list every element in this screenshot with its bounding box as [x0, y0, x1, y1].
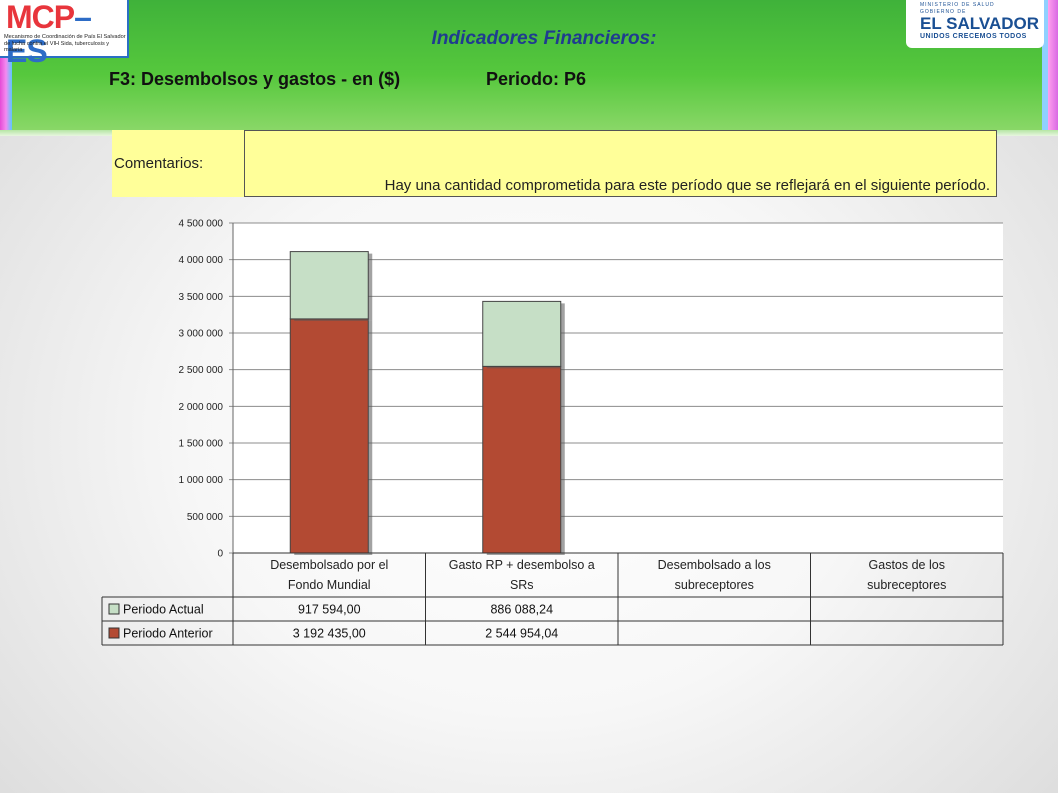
legend-label: Periodo Anterior [123, 627, 213, 641]
logo-caption-line1: Mecanismo de Coordinación de País El Sal… [4, 34, 126, 40]
logo-ministry: MINISTERIO DE SALUD [920, 2, 995, 8]
decorative-strip-right-inner [1042, 0, 1048, 136]
y-tick-label: 3 000 000 [179, 329, 224, 340]
bar-periodo-actual [482, 300, 562, 367]
table-value: 3 192 435,00 [293, 627, 366, 641]
legend-label: Periodo Actual [123, 603, 204, 617]
decorative-strip-right [1048, 0, 1058, 136]
comments-panel: Comentarios: Hay una cantidad comprometi… [112, 130, 997, 197]
category-label: SRs [510, 578, 534, 592]
y-tick-label: 1 500 000 [179, 439, 224, 450]
y-tick-label: 3 500 000 [179, 292, 224, 303]
mcp-es-logo: MCP–ES Mecanismo de Coordinación de País… [0, 0, 129, 68]
logo-brand-blue: ES [6, 33, 48, 69]
y-tick-label: 500 000 [187, 512, 224, 523]
legend-swatch-periodo-anterior [108, 627, 120, 639]
comments-label: Comentarios: [114, 155, 204, 172]
legend-swatch-periodo-actual [108, 603, 120, 615]
category-label: subreceptores [867, 578, 946, 592]
y-tick-label: 2 000 000 [179, 402, 224, 413]
category-label: Gastos de los [869, 558, 945, 572]
comments-box: Hay una cantidad comprometida para este … [244, 130, 997, 197]
page-subtitle: F3: Desembolsos y gastos - en ($) [109, 69, 401, 89]
logo-brand-red: MCP [6, 0, 75, 35]
category-label: Desembolsado por el [270, 558, 388, 572]
y-tick-label: 0 [217, 549, 223, 560]
table-value: 2 544 954,04 [485, 627, 558, 641]
logo-country: EL SALVADOR [920, 14, 1040, 33]
category-label: Desembolsado a los [658, 558, 771, 572]
period-label: Periodo: P6 [486, 69, 587, 89]
bar-periodo-anterior [482, 365, 562, 554]
y-tick-label: 2 500 000 [179, 365, 224, 376]
logo-dash: – [74, 0, 92, 35]
y-tick-label: 1 000 000 [179, 475, 224, 486]
comments-text: Hay una cantidad comprometida para este … [384, 177, 990, 194]
table-value: 917 594,00 [298, 603, 361, 617]
y-tick-label: 4 000 000 [179, 255, 224, 266]
table-value: 886 088,24 [490, 603, 553, 617]
category-label: Fondo Mundial [288, 578, 371, 592]
gobierno-el-salvador-logo: MINISTERIO DE SALUD GOBIERNO DE EL SALVA… [906, 0, 1044, 48]
y-tick-label: 4 500 000 [179, 219, 224, 230]
logo-government: GOBIERNO DE [920, 9, 967, 15]
bar-periodo-actual [289, 251, 369, 320]
category-label: subreceptores [675, 578, 754, 592]
category-label: Gasto RP + desembolso a [449, 558, 595, 572]
logo-caption-line2: de lucha contra el VIH Sida, tuberculosi… [4, 40, 110, 54]
bar-periodo-anterior [289, 318, 369, 554]
logo-slogan: UNIDOS CRECEMOS TODOS [920, 33, 1027, 40]
page-title: Indicadores Financieros: [431, 28, 657, 49]
